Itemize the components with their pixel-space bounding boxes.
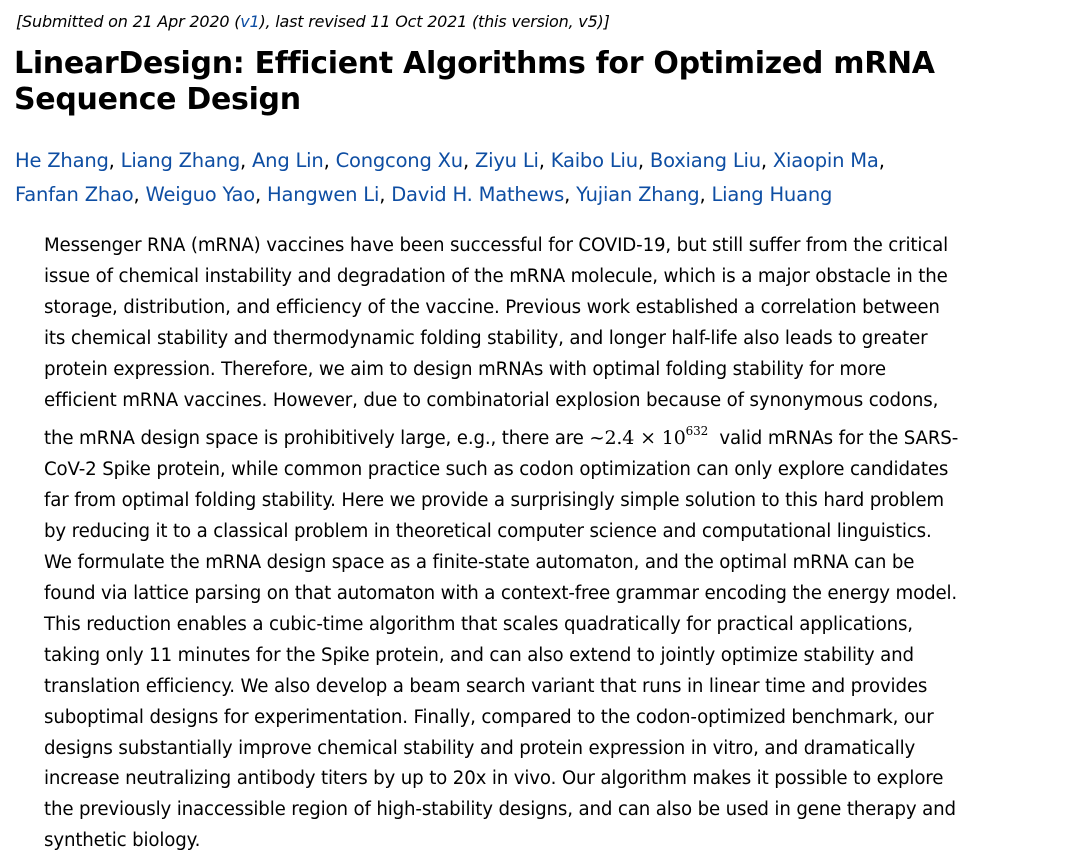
abstract-line: found via lattice parsing on that automa…: [44, 582, 958, 604]
abstract-line: efficient mRNA vaccines. However, due to…: [44, 389, 939, 411]
author-link[interactable]: Hangwen Li: [267, 183, 380, 206]
abstract-line: storage, distribution, and efficiency of…: [44, 296, 940, 318]
version-v1-link[interactable]: v1: [240, 12, 260, 31]
abstract-text: the mRNA design space is prohibitively l…: [44, 428, 605, 450]
abstract: Messenger RNA (mRNA) vaccines have been …: [44, 231, 1080, 857]
author-link[interactable]: Ang Lin: [252, 149, 324, 172]
title-line: LinearDesign: Efficient Algorithms for O…: [14, 46, 935, 81]
abstract-line: synthetic biology.: [44, 830, 201, 852]
math-expression: 2.4 × 10632: [604, 424, 709, 450]
author-list: He Zhang, Liang Zhang, Ang Lin, Congcong…: [15, 149, 885, 206]
author-link[interactable]: Liang Zhang: [120, 149, 241, 172]
abstract-line: taking only 11 minutes for the Spike pro…: [44, 644, 914, 666]
abstract-line: suboptimal designs for experimentation. …: [44, 706, 934, 728]
paper-title: LinearDesign: Efficient Algorithms for O…: [14, 46, 1074, 118]
author-link[interactable]: David H. Mathews: [391, 183, 565, 206]
abstract-line: far from optimal folding stability. Here…: [44, 490, 944, 512]
abstract-line: increase neutralizing antibody titers by…: [44, 768, 944, 790]
dateline-prefix: [Submitted on 21 Apr 2020 (: [16, 12, 241, 31]
author-link[interactable]: Kaibo Liu: [550, 149, 638, 172]
abstract-line: by reducing it to a classical problem in…: [44, 521, 932, 543]
author-link[interactable]: Yujian Zhang: [576, 183, 700, 206]
title-line: Sequence Design: [14, 82, 301, 117]
math-exponent: 632: [685, 424, 709, 439]
abstract-line: designs substantially improve chemical s…: [44, 737, 916, 759]
author-link[interactable]: Ziyu Li: [474, 149, 539, 172]
abstract-line: CoV-2 Spike protein, while common practi…: [44, 459, 949, 481]
abstract-text: valid mRNAs for the SARS-: [708, 428, 959, 450]
abstract-line: This reduction enables a cubic-time algo…: [44, 613, 913, 635]
author-link[interactable]: Liang Huang: [711, 183, 833, 206]
author-link[interactable]: Boxiang Liu: [649, 149, 761, 172]
abstract-line: its chemical stability and thermodynamic…: [44, 327, 928, 349]
abstract-line: protein expression. Therefore, we aim to…: [44, 358, 886, 380]
abstract-line: Messenger RNA (mRNA) vaccines have been …: [44, 235, 949, 256]
author-link[interactable]: Fanfan Zhao: [15, 183, 134, 206]
author-link[interactable]: He Zhang: [15, 149, 109, 172]
abstract-line: translation efficiency. We also develop …: [44, 675, 928, 697]
math-base: 2.4 × 10: [604, 427, 686, 450]
abstract-line: the mRNA design space is prohibitively l…: [44, 416, 1080, 455]
abstract-line: the previously inaccessible region of hi…: [44, 799, 956, 821]
submission-dateline: [Submitted on 21 Apr 2020 (v1), last rev…: [16, 12, 610, 31]
author-link[interactable]: Weiguo Yao: [145, 183, 256, 206]
author-link[interactable]: Xiaopin Ma: [772, 149, 879, 172]
abstract-line: issue of chemical instability and degrad…: [44, 265, 948, 287]
dateline-suffix: ), last revised 11 Oct 2021 (this versio…: [259, 12, 610, 31]
author-link[interactable]: Congcong Xu: [335, 149, 464, 172]
abstract-line: We formulate the mRNA design space as a …: [44, 552, 915, 574]
